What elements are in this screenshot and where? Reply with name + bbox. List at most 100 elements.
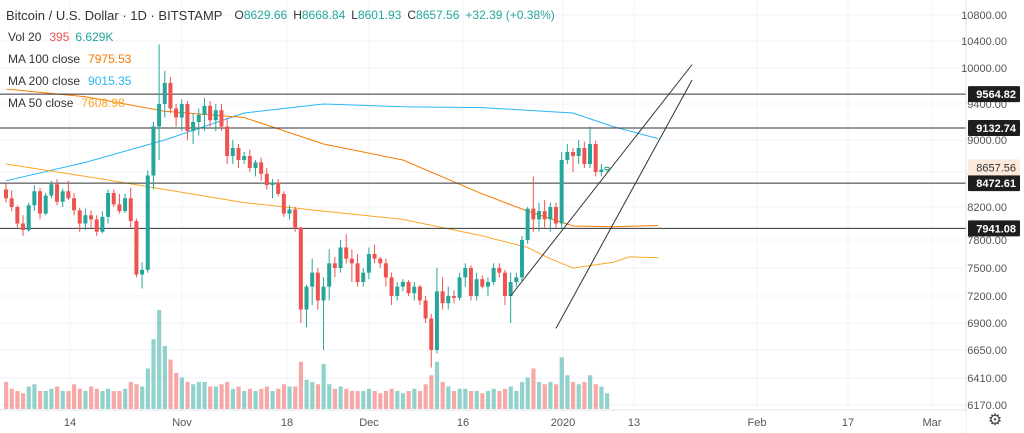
volume-bar bbox=[344, 388, 349, 409]
volume-bar bbox=[519, 382, 525, 409]
volume-bar bbox=[60, 391, 65, 409]
y-tick-label: 8200.00 bbox=[967, 202, 1007, 214]
volume-bar bbox=[55, 386, 60, 409]
candle-body bbox=[117, 204, 122, 212]
candle-body bbox=[571, 152, 575, 156]
candle-body bbox=[145, 175, 150, 270]
candle-body bbox=[310, 272, 315, 287]
volume-bar bbox=[429, 375, 434, 409]
trend-lines bbox=[510, 64, 693, 329]
volume-bar bbox=[264, 386, 270, 409]
volume-bar bbox=[485, 391, 491, 409]
level-price-tag bbox=[968, 120, 1020, 137]
volume-bar bbox=[9, 388, 14, 409]
candle-body bbox=[179, 104, 184, 118]
candle-body bbox=[400, 282, 405, 287]
open-value: 8629.66 bbox=[243, 7, 288, 22]
candle-body bbox=[259, 162, 264, 174]
volume-bar bbox=[491, 388, 496, 409]
candle-body bbox=[383, 263, 388, 278]
candle-body bbox=[60, 191, 65, 202]
volume-bar bbox=[332, 388, 338, 409]
candle-body bbox=[219, 110, 224, 127]
level-price-label: 9564.82 bbox=[976, 89, 1016, 101]
ma50-line bbox=[5, 163, 659, 269]
indicator-vol[interactable]: Vol 20 395 6.629K bbox=[6, 26, 555, 48]
candle-body bbox=[548, 207, 553, 220]
x-tick-label: Dec bbox=[359, 417, 379, 429]
volume-bar bbox=[423, 384, 428, 409]
volume-bar bbox=[145, 368, 150, 409]
candle-body bbox=[502, 272, 507, 296]
volume-bar bbox=[66, 391, 71, 409]
volume-bar bbox=[389, 388, 394, 409]
volume-bars bbox=[4, 310, 610, 409]
candle-body bbox=[230, 148, 235, 156]
volume-bar bbox=[315, 384, 321, 409]
candle-body bbox=[9, 198, 14, 207]
volume-bar bbox=[383, 391, 389, 409]
price-labels: 9564.82 9132.74 8472.61 7941.08 8657.56 bbox=[968, 86, 1020, 237]
volume-bar bbox=[247, 388, 253, 409]
volume-bar bbox=[378, 393, 383, 409]
volume-bar bbox=[531, 368, 536, 409]
candle-body bbox=[304, 286, 309, 310]
x-tick-label: Mar bbox=[923, 417, 942, 429]
volume-bar bbox=[4, 382, 9, 409]
candle-body bbox=[576, 148, 581, 156]
volume-bar bbox=[395, 391, 400, 409]
level-price-label: 8472.61 bbox=[976, 178, 1016, 190]
volume-bar bbox=[128, 382, 133, 409]
candle-body bbox=[225, 126, 230, 156]
volume-bar bbox=[162, 346, 167, 409]
indicator-ma100[interactable]: MA 100 close 7975.53 bbox=[6, 48, 555, 70]
candle-body bbox=[565, 152, 570, 160]
candle-body bbox=[66, 191, 71, 199]
candle-body bbox=[264, 173, 269, 186]
candle-body bbox=[94, 219, 99, 232]
volume-bar bbox=[43, 391, 48, 409]
volume-bar bbox=[372, 391, 377, 409]
candle-body bbox=[83, 215, 88, 224]
candle-body bbox=[174, 108, 179, 118]
volume-bar bbox=[140, 386, 145, 409]
candle-body bbox=[134, 221, 139, 275]
candle-body bbox=[32, 191, 37, 206]
candle-body bbox=[366, 254, 371, 273]
y-tick-label: 6170.00 bbox=[967, 400, 1007, 412]
volume-bar bbox=[191, 384, 196, 409]
ma200-line bbox=[5, 103, 659, 182]
volume-bar bbox=[225, 382, 230, 409]
candle-body bbox=[406, 282, 411, 294]
volume-bar bbox=[559, 357, 564, 409]
candle-body bbox=[100, 216, 105, 232]
volume-bar bbox=[463, 388, 468, 409]
candle-body bbox=[480, 279, 485, 287]
candle-body bbox=[542, 211, 547, 220]
volume-bar bbox=[571, 382, 576, 409]
volume-bar bbox=[21, 393, 26, 409]
low-value: 8601.93 bbox=[357, 7, 402, 22]
change-value: +32.39 (+0.38%) bbox=[465, 7, 555, 22]
candle-body bbox=[389, 277, 394, 296]
x-tick-label: 13 bbox=[628, 417, 640, 429]
volume-bar bbox=[338, 386, 343, 409]
volume-bar bbox=[230, 388, 235, 409]
volume-bar bbox=[298, 361, 304, 409]
candle-body bbox=[106, 193, 111, 217]
volume-bar bbox=[321, 364, 326, 409]
candle-body bbox=[491, 268, 496, 282]
y-tick-label: 7500.00 bbox=[967, 263, 1007, 275]
x-tick-label: 17 bbox=[842, 417, 854, 429]
candle-body bbox=[332, 263, 337, 268]
gear-icon[interactable]: ⚙ bbox=[987, 412, 1003, 429]
candle-body bbox=[593, 144, 598, 172]
candle-body bbox=[185, 104, 190, 131]
volume-bar bbox=[553, 384, 559, 409]
volume-bar bbox=[548, 382, 553, 409]
indicator-ma200[interactable]: MA 200 close 9015.35 bbox=[6, 70, 555, 92]
y-tick-label: 6410.00 bbox=[967, 373, 1007, 385]
candle-body bbox=[519, 240, 524, 278]
indicator-ma50[interactable]: MA 50 close 7608.98 bbox=[6, 92, 555, 114]
